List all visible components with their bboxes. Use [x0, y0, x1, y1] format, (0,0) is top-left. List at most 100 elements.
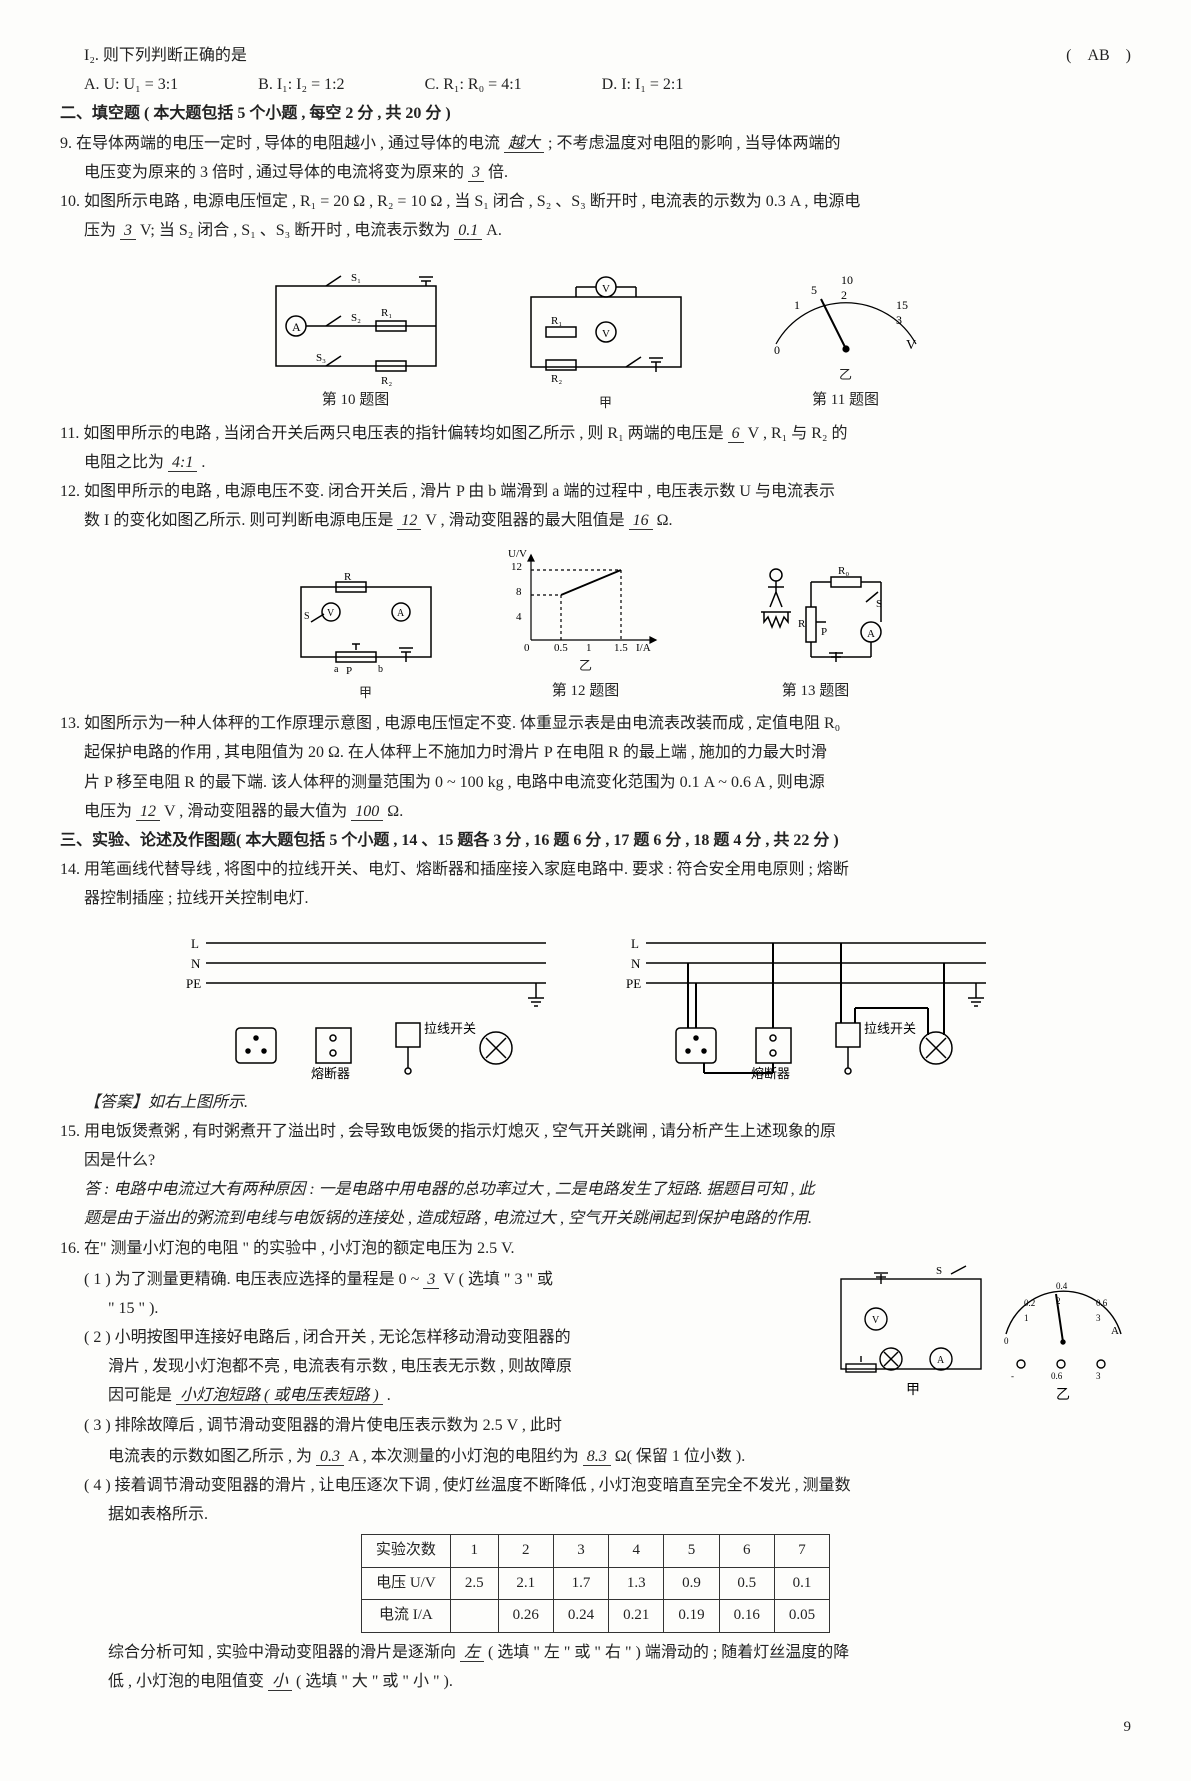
svg-text:0: 0	[774, 343, 780, 357]
q10: 10. 如图所示电路 , 电源电压恒定 , R₁ = 20 Ω , R₂ = 1…	[60, 188, 1131, 215]
q16-concl1: 综合分析可知 , 实验中滑动变阻器的滑片是逐渐向 左 ( 选填 " 左 " 或 …	[60, 1639, 1131, 1666]
svg-text:U/V: U/V	[508, 548, 527, 560]
q12-blank1: 12	[397, 512, 421, 530]
svg-text:A: A	[867, 628, 875, 640]
house-circuit-left-svg: L N PE 熔断器 拉线开关	[186, 923, 566, 1083]
svg-text:5: 5	[811, 283, 817, 297]
q9: 9. 在导体两端的电压一定时 , 导体的电阻越小 , 通过导体的电流 越大 ; …	[60, 130, 1131, 157]
svg-text:甲: 甲	[906, 1383, 920, 1398]
table-cell: 0.19	[664, 1600, 719, 1633]
q16-p2a: ( 2 ) 小明按图甲连接好电路后 , 闭合开关 , 无论怎样移动滑动变阻器的	[60, 1324, 821, 1351]
house-circuit-right-svg: L N PE 熔断器 拉线开关	[626, 923, 1006, 1083]
table-cell: 1.3	[609, 1567, 664, 1600]
table-cell: 1	[450, 1535, 498, 1568]
graph-12-svg: 12 8 4 0 0.5 1 1.5 U/V I/A	[506, 545, 666, 655]
q16-p3d: Ω( 保留 1 位小数 ).	[615, 1448, 746, 1465]
svg-text:R₂: R₂	[381, 375, 392, 386]
q10-blank2: 0.1	[454, 222, 482, 240]
fig-13: R₀ R P S A 第 13 题图	[726, 557, 906, 705]
svg-text:0: 0	[524, 642, 530, 654]
q12-p4: Ω.	[657, 512, 673, 529]
circuit-13-svg: R₀ R P S A	[726, 557, 906, 677]
voltmeter-11-svg: 0 1 10 2 5 15 3 V	[756, 254, 936, 364]
q8-text: I₂. 则下列判断正确的是	[84, 47, 247, 64]
svg-text:V: V	[327, 608, 335, 619]
svg-text:L: L	[191, 936, 199, 951]
q8-answer: ( AB )	[1066, 42, 1131, 69]
svg-text:R₀: R₀	[838, 565, 849, 577]
table-cell: 电压 U/V	[361, 1567, 450, 1600]
fig-14-left: L N PE 熔断器 拉线开关	[186, 923, 566, 1083]
fig-14-right: L N PE 熔断器 拉线开关	[626, 923, 1006, 1083]
svg-text:R₁: R₁	[551, 315, 562, 327]
q9-p2: ; 不考虑温度对电阻的影响 , 当导体两端的	[548, 135, 840, 152]
q9-blank1: 越大	[504, 135, 544, 153]
table-cell: 实验次数	[361, 1535, 450, 1568]
q14-stem: 14. 用笔画线代替导线 , 将图中的拉线开关、电灯、熔断器和插座接入家庭电路中…	[60, 856, 1131, 883]
fig-11-yi-label: 乙	[756, 364, 936, 386]
q11-l2: 电阻之比为 4:1 .	[60, 449, 1131, 476]
table-cell: 0.1	[774, 1567, 829, 1600]
q12-blank2: 16	[629, 512, 653, 530]
fig-row-10-11: A S₁ S₂ S₃ R₁ R₂ 第 10 题图 V R₁ V R₂	[60, 254, 1131, 414]
q13-p3: 片 P 移至电阻 R 的最下端. 该人体秤的测量范围为 0 ~ 100 kg ,…	[60, 769, 1131, 796]
fig-10: A S₁ S₂ S₃ R₁ R₂ 第 10 题图	[256, 266, 456, 414]
table-cell: 2.5	[450, 1567, 498, 1600]
table-cell: 0.26	[498, 1600, 553, 1633]
fig-12-jia-label: 甲	[286, 682, 446, 704]
svg-text:0.5: 0.5	[554, 642, 568, 654]
svg-text:拉线开关: 拉线开关	[424, 1021, 476, 1036]
q13-p6: Ω.	[387, 803, 403, 820]
q12-l2: 数 I 的变化如图乙所示. 则可判断电源电压是 12 V , 滑动变阻器的最大阻…	[60, 507, 1131, 534]
section-2-heading: 二、填空题 ( 本大题包括 5 个小题 , 每空 2 分 , 共 20 分 )	[60, 100, 1131, 127]
circuit-11-svg: V R₁ V R₂	[516, 272, 696, 392]
q16-concl-a: 综合分析可知 , 实验中滑动变阻器的滑片是逐渐向	[108, 1644, 456, 1661]
q15-ans1: 答 : 电路中电流过大有两种原因 : 一是电路中用电器的总功率过大 , 二是电路…	[60, 1176, 1131, 1203]
q13-p2: 起保护电路的作用 , 其电阻值为 20 Ω. 在人体秤上不施加力时滑片 P 在电…	[60, 739, 1131, 766]
q16-p3b-line: 电流表的示数如图乙所示 , 为 0.3 A , 本次测量的小灯泡的电阻约为 8.…	[60, 1443, 1131, 1470]
section-3-heading: 三、实验、论述及作图题( 本大题包括 5 个小题 , 14 、15 题各 3 分…	[60, 827, 1131, 854]
fig-row-12-13: R V A S P ab 甲 12 8 4 0 0.5 1 1.5	[60, 545, 1131, 705]
q16-body: ( 1 ) 为了测量更精确. 电压表应选择的量程是 0 ~ 3 V ( 选填 "…	[60, 1264, 1131, 1441]
q12: 12. 如图甲所示的电路 , 电源电压不变. 闭合开关后 , 滑片 P 由 b …	[60, 478, 1131, 505]
q10-l2: 压为 3 V; 当 S₂ 闭合 , S₁ 、S₃ 断开时 , 电流表示数为 0.…	[60, 217, 1131, 244]
q14-stem2: 器控制插座 ; 拉线开关控制电灯.	[60, 885, 1131, 912]
svg-text:R: R	[798, 618, 806, 630]
svg-text:1.5: 1.5	[614, 642, 628, 654]
q16-p2c: 因可能是	[108, 1387, 172, 1404]
svg-text:0.2: 0.2	[1024, 1298, 1035, 1308]
circuit-12-svg: R V A S P ab	[286, 572, 446, 682]
svg-text:S₂: S₂	[351, 312, 361, 324]
svg-text:b: b	[378, 664, 383, 675]
svg-text:0.6: 0.6	[1051, 1371, 1063, 1381]
q16-p1c: V ( 选填 " 3 " 或	[443, 1271, 553, 1288]
svg-text:15: 15	[896, 298, 908, 312]
svg-text:4: 4	[516, 611, 522, 623]
svg-text:3: 3	[1096, 1371, 1101, 1381]
fig-12-yi: 12 8 4 0 0.5 1 1.5 U/V I/A 乙 第 12 题图	[506, 545, 666, 705]
svg-text:0: 0	[1004, 1336, 1009, 1346]
svg-text:R₂: R₂	[551, 373, 562, 385]
fig-13-caption: 第 13 题图	[726, 679, 906, 705]
q15-stem2: 因是什么?	[60, 1147, 1131, 1174]
q13-blank2: 100	[351, 803, 383, 821]
svg-text:A: A	[937, 1355, 945, 1366]
q9-p3: 电压变为原来的 3 倍时 , 通过导体的电流将变为原来的	[84, 164, 464, 181]
q16-p2c-line: 因可能是 小灯泡短路 ( 或电压表短路 ) .	[60, 1382, 821, 1409]
q16-concl-blank2: 小	[268, 1673, 292, 1691]
svg-text:S₃: S₃	[316, 352, 326, 364]
svg-text:12: 12	[511, 561, 522, 573]
q9-blank2: 3	[468, 164, 484, 182]
svg-text:R₁: R₁	[381, 307, 392, 319]
q16-p3a: ( 3 ) 排除故障后 , 调节滑动变阻器的滑片使电压表示数为 2.5 V , …	[60, 1412, 821, 1439]
q12-p2: 数 I 的变化如图乙所示. 则可判断电源电压是	[84, 512, 393, 529]
svg-text:V: V	[872, 1315, 880, 1326]
q16-concl-c: 低 , 小灯泡的电阻值变	[108, 1673, 264, 1690]
svg-text:3: 3	[1096, 1313, 1101, 1323]
q8-choices: A. U: U₁ = 3:1 B. I₁: I₂ = 1:2 C. R₁: R₀…	[60, 71, 1131, 98]
q11-p1: 11. 如图甲所示的电路 , 当闭合开关后两只电压表的指针偏转均如图乙所示 , …	[60, 425, 724, 442]
svg-text:-: -	[1011, 1371, 1014, 1381]
q16-figs-svg: S V A 甲 0 0.2 0.4 0.6 A 1 2 3	[831, 1264, 1131, 1434]
table-cell: 3	[553, 1535, 608, 1568]
table-cell: 1.7	[553, 1567, 608, 1600]
